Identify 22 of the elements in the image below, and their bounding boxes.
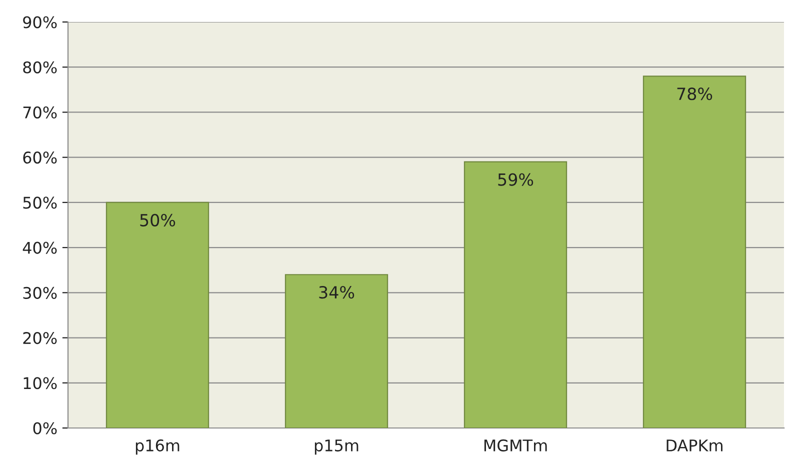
data-label: 34% <box>319 286 354 299</box>
y-tick-label: 60% <box>23 152 57 164</box>
data-label: 59% <box>498 173 534 186</box>
x-tick-label: DAPKm <box>666 440 722 452</box>
bar <box>464 161 568 428</box>
x-tick-label: p16m <box>136 439 180 455</box>
x-tick-label: MGMTm <box>484 439 547 452</box>
y-tick-label: 0% <box>33 422 57 434</box>
y-tick-label: 50% <box>23 196 57 209</box>
y-tick-label: 40% <box>22 242 57 254</box>
bar <box>106 202 210 428</box>
y-tick-label: 20% <box>23 332 57 344</box>
y-tick-label: 10% <box>24 377 57 390</box>
data-label: 78% <box>677 88 712 100</box>
y-tick-label: 70% <box>23 106 57 119</box>
bar <box>642 76 746 428</box>
bar <box>284 274 388 428</box>
data-label: 50% <box>140 214 176 226</box>
y-tick-label: 30% <box>23 286 57 299</box>
y-tick-label: 90% <box>23 16 57 28</box>
y-tick-label: 80% <box>23 61 57 74</box>
x-tick-label: p15m <box>314 440 358 455</box>
